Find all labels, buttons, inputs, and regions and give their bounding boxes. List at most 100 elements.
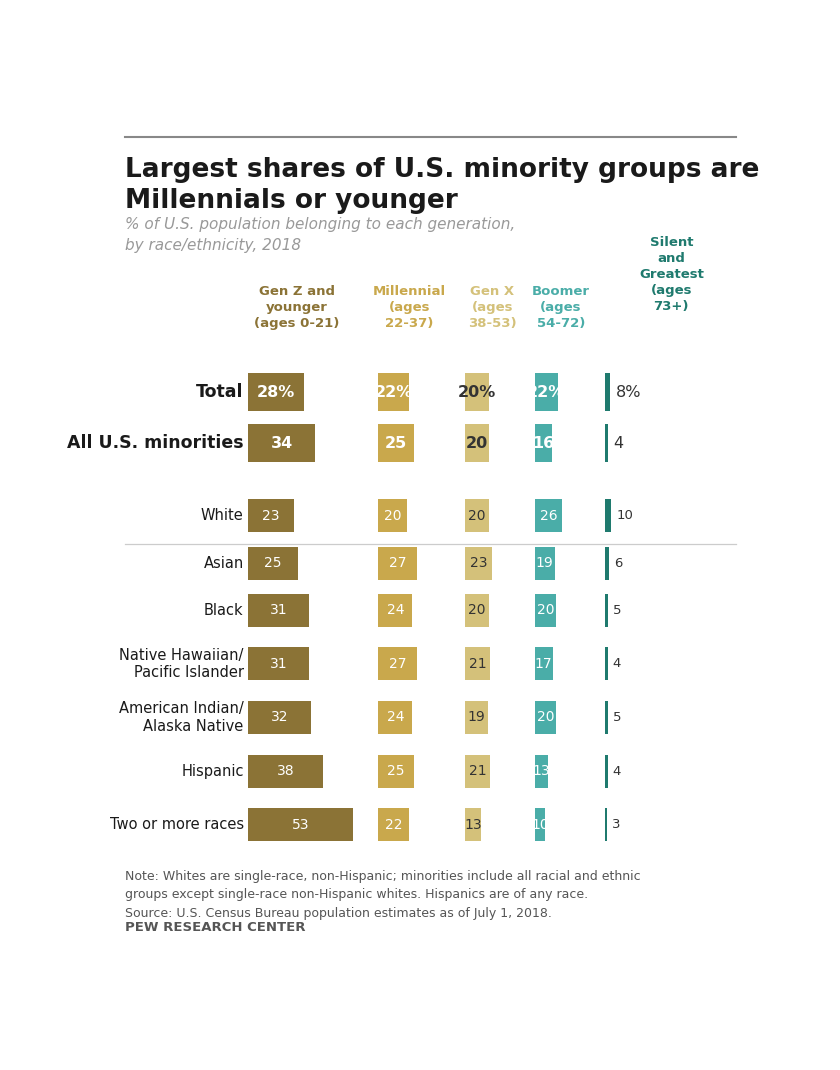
Bar: [379, 373, 409, 411]
Text: 20: 20: [466, 435, 488, 450]
Text: 13: 13: [533, 764, 550, 778]
Text: 20: 20: [384, 508, 402, 522]
Text: 21: 21: [469, 657, 486, 671]
Text: 20: 20: [537, 603, 554, 617]
Text: % of U.S. population belonging to each generation,
by race/ethnicity, 2018: % of U.S. population belonging to each g…: [124, 217, 515, 253]
Text: Gen X
(ages
38-53): Gen X (ages 38-53): [468, 285, 517, 330]
Bar: [465, 701, 488, 734]
Bar: [379, 594, 412, 627]
Text: Two or more races: Two or more races: [109, 817, 244, 832]
Bar: [249, 547, 297, 580]
Bar: [249, 424, 315, 462]
Text: American Indian/
Alaska Native: American Indian/ Alaska Native: [119, 701, 244, 734]
Text: 27: 27: [389, 657, 407, 671]
Bar: [249, 701, 312, 734]
Bar: [605, 754, 607, 788]
Bar: [465, 594, 489, 627]
Text: 26: 26: [539, 508, 557, 522]
Bar: [535, 424, 552, 462]
Text: Note: Whites are single-race, non-Hispanic; minorities include all racial and et: Note: Whites are single-race, non-Hispan…: [124, 870, 640, 920]
Bar: [605, 547, 609, 580]
Text: 6: 6: [614, 556, 622, 570]
Bar: [535, 547, 555, 580]
Text: 10: 10: [617, 509, 633, 522]
Text: 28%: 28%: [257, 384, 295, 399]
Text: 20: 20: [468, 508, 486, 522]
Text: 34: 34: [270, 435, 293, 450]
Text: 22%: 22%: [528, 384, 565, 399]
Text: 4: 4: [613, 657, 621, 671]
Text: 31: 31: [270, 657, 287, 671]
Text: 27: 27: [389, 556, 407, 570]
Text: 25: 25: [264, 556, 281, 570]
Text: 10: 10: [531, 817, 549, 831]
Bar: [249, 647, 309, 681]
Bar: [379, 754, 413, 788]
Bar: [465, 373, 489, 411]
Text: All U.S. minorities: All U.S. minorities: [67, 434, 244, 453]
Text: Boomer
(ages
54-72): Boomer (ages 54-72): [532, 285, 590, 330]
Bar: [535, 808, 545, 841]
Text: Hispanic: Hispanic: [181, 764, 244, 779]
Bar: [379, 499, 407, 532]
Text: PEW RESEARCH CENTER: PEW RESEARCH CENTER: [124, 921, 305, 934]
Text: 19: 19: [536, 556, 554, 570]
Text: 23: 23: [262, 508, 280, 522]
Text: 23: 23: [470, 556, 487, 570]
Text: White: White: [201, 508, 244, 523]
Bar: [605, 594, 608, 627]
Bar: [249, 594, 309, 627]
Bar: [605, 647, 607, 681]
Text: Total: Total: [197, 383, 244, 401]
Text: Millennial
(ages
22-37): Millennial (ages 22-37): [373, 285, 446, 330]
Text: 8%: 8%: [616, 384, 641, 399]
Text: 20: 20: [468, 603, 486, 617]
Text: 21: 21: [469, 764, 486, 778]
Bar: [605, 373, 610, 411]
Bar: [249, 754, 323, 788]
Bar: [465, 754, 490, 788]
Text: 5: 5: [613, 710, 622, 724]
Text: 20%: 20%: [458, 384, 496, 399]
Bar: [605, 808, 607, 841]
Text: 16: 16: [532, 435, 554, 450]
Text: Asian: Asian: [203, 556, 244, 571]
Text: Silent
and
Greatest
(ages
73+): Silent and Greatest (ages 73+): [639, 235, 704, 312]
Bar: [605, 701, 608, 734]
Bar: [605, 499, 612, 532]
Bar: [465, 499, 489, 532]
Text: 31: 31: [270, 603, 287, 617]
Bar: [379, 808, 409, 841]
Bar: [249, 808, 353, 841]
Bar: [379, 424, 413, 462]
Text: Native Hawaiian/
Pacific Islander: Native Hawaiian/ Pacific Islander: [119, 647, 244, 681]
Bar: [249, 499, 294, 532]
Text: 22%: 22%: [375, 384, 413, 399]
Text: 4: 4: [613, 765, 621, 778]
Bar: [379, 547, 417, 580]
Text: 20: 20: [537, 710, 554, 724]
Bar: [465, 547, 492, 580]
Text: Gen Z and
younger
(ages 0-21): Gen Z and younger (ages 0-21): [255, 285, 339, 330]
Bar: [535, 701, 556, 734]
Text: 25: 25: [385, 435, 407, 450]
Bar: [249, 373, 303, 411]
Text: 24: 24: [386, 710, 404, 724]
Bar: [535, 373, 558, 411]
Text: 22: 22: [386, 817, 402, 831]
Bar: [535, 647, 553, 681]
Bar: [465, 808, 480, 841]
Text: 38: 38: [277, 764, 295, 778]
Text: 5: 5: [613, 603, 622, 617]
Bar: [535, 754, 549, 788]
Text: 3: 3: [612, 819, 621, 831]
Text: 19: 19: [468, 710, 486, 724]
Bar: [535, 499, 562, 532]
Text: 24: 24: [386, 603, 404, 617]
Text: Largest shares of U.S. minority groups are
Millennials or younger: Largest shares of U.S. minority groups a…: [124, 157, 759, 214]
Bar: [379, 647, 417, 681]
Text: Black: Black: [204, 602, 244, 617]
Bar: [605, 424, 607, 462]
Text: 4: 4: [613, 435, 623, 450]
Text: 13: 13: [464, 817, 481, 831]
